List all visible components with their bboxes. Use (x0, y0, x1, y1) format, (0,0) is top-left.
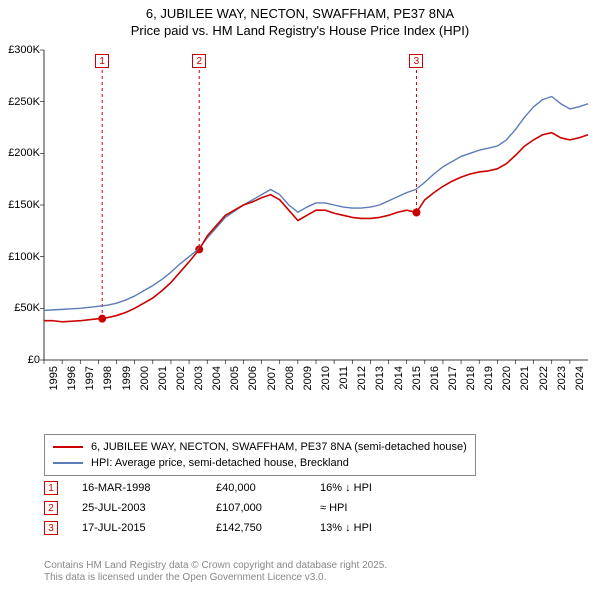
sale-marker-box: 3 (409, 54, 423, 68)
x-tick-label: 1999 (121, 366, 133, 390)
sales-row: 1 16-MAR-1998 £40,000 16% ↓ HPI (44, 478, 430, 498)
sales-table: 1 16-MAR-1998 £40,000 16% ↓ HPI 2 25-JUL-2003… (44, 478, 430, 538)
footer-line1: Contains HM Land Registry data © Crown c… (44, 560, 387, 572)
x-tick-label: 2009 (302, 366, 314, 390)
x-tick-label: 2007 (266, 366, 278, 390)
y-tick-label: £150K (8, 199, 40, 211)
y-tick-label: £50K (14, 302, 40, 314)
y-tick-label: £0 (28, 354, 40, 366)
x-tick-label: 2001 (157, 366, 169, 390)
legend-label: 6, JUBILEE WAY, NECTON, SWAFFHAM, PE37 8… (91, 441, 467, 453)
legend-label: HPI: Average price, semi-detached house,… (91, 457, 349, 469)
x-tick-label: 2000 (139, 366, 151, 390)
x-tick-label: 2014 (393, 366, 405, 390)
x-tick-label: 2020 (501, 366, 513, 390)
x-tick-label: 2006 (247, 366, 259, 390)
legend-row: 6, JUBILEE WAY, NECTON, SWAFFHAM, PE37 8… (53, 439, 467, 455)
sale-price: £142,750 (216, 522, 296, 534)
sale-date: 25-JUL-2003 (82, 502, 192, 514)
legend-row: HPI: Average price, semi-detached house,… (53, 455, 467, 471)
plot-area (44, 50, 588, 360)
x-tick-label: 2016 (429, 366, 441, 390)
sale-num-box: 1 (44, 481, 58, 495)
x-tick-label: 2003 (193, 366, 205, 390)
title-block: 6, JUBILEE WAY, NECTON, SWAFFHAM, PE37 8… (0, 0, 600, 40)
x-tick-label: 1997 (84, 366, 96, 390)
footer-attribution: Contains HM Land Registry data © Crown c… (44, 560, 387, 584)
x-tick-label: 2023 (556, 366, 568, 390)
x-tick-label: 2018 (465, 366, 477, 390)
legend-swatch-price (53, 446, 83, 448)
x-tick-label: 2008 (284, 366, 296, 390)
sale-pct: ≈ HPI (320, 502, 430, 514)
x-tick-label: 2012 (356, 366, 368, 390)
title-line2: Price paid vs. HM Land Registry's House … (0, 23, 600, 40)
y-tick-label: £250K (8, 96, 40, 108)
x-tick-label: 2010 (320, 366, 332, 390)
sales-row: 2 25-JUL-2003 £107,000 ≈ HPI (44, 498, 430, 518)
x-tick-label: 2011 (338, 366, 350, 390)
sale-pct: 13% ↓ HPI (320, 522, 430, 534)
sale-price: £107,000 (216, 502, 296, 514)
title-line1: 6, JUBILEE WAY, NECTON, SWAFFHAM, PE37 8… (0, 6, 600, 23)
x-tick-label: 2002 (175, 366, 187, 390)
y-tick-label: £300K (8, 44, 40, 56)
line-chart-svg (44, 50, 588, 360)
x-tick-label: 2022 (538, 366, 550, 390)
legend: 6, JUBILEE WAY, NECTON, SWAFFHAM, PE37 8… (44, 434, 476, 476)
x-tick-label: 2017 (447, 366, 459, 390)
x-tick-label: 2015 (411, 366, 423, 390)
chart-area: £0 £50K £100K £150K £200K £250K £300K 1995 1996 1… (0, 44, 600, 424)
sale-date: 16-MAR-1998 (82, 482, 192, 494)
legend-swatch-hpi (53, 462, 83, 463)
sale-date: 17-JUL-2015 (82, 522, 192, 534)
sale-num-box: 2 (44, 501, 58, 515)
x-tick-label: 2013 (374, 366, 386, 390)
x-tick-label: 2024 (574, 366, 586, 390)
y-tick-label: £100K (8, 251, 40, 263)
sale-marker-box: 1 (95, 54, 109, 68)
sale-pct: 16% ↓ HPI (320, 482, 430, 494)
x-tick-label: 1996 (66, 366, 78, 390)
page-container: 6, JUBILEE WAY, NECTON, SWAFFHAM, PE37 8… (0, 0, 600, 590)
x-tick-label: 1995 (48, 366, 60, 390)
y-tick-label: £200K (8, 147, 40, 159)
x-tick-label: 2005 (229, 366, 241, 390)
sale-marker-box: 2 (192, 54, 206, 68)
x-tick-label: 1998 (102, 366, 114, 390)
footer-line2: This data is licensed under the Open Gov… (44, 572, 387, 584)
sales-row: 3 17-JUL-2015 £142,750 13% ↓ HPI (44, 518, 430, 538)
sale-price: £40,000 (216, 482, 296, 494)
x-tick-label: 2004 (211, 366, 223, 390)
x-tick-label: 2019 (483, 366, 495, 390)
sale-num-box: 3 (44, 521, 58, 535)
x-tick-label: 2021 (519, 366, 531, 390)
